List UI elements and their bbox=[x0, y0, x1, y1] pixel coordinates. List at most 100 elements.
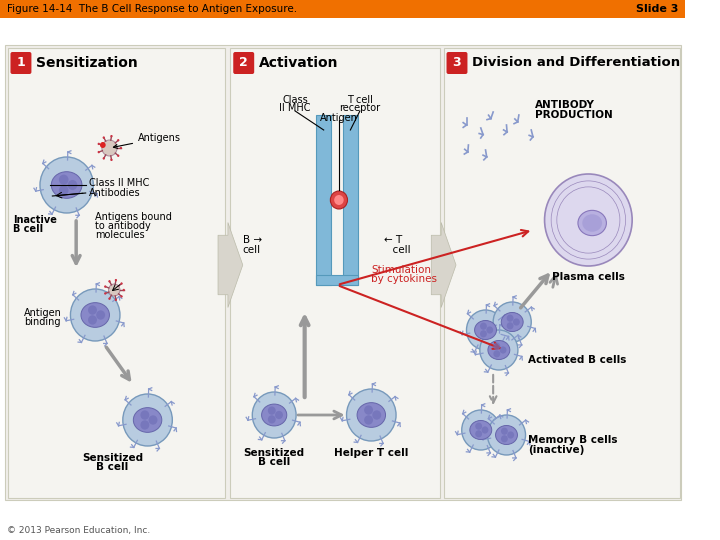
Text: ← T: ← T bbox=[384, 235, 402, 245]
Circle shape bbox=[148, 415, 158, 424]
Circle shape bbox=[59, 174, 68, 185]
Circle shape bbox=[104, 292, 107, 295]
Text: Antigen: Antigen bbox=[24, 308, 62, 318]
Circle shape bbox=[334, 195, 343, 205]
Circle shape bbox=[513, 319, 520, 326]
Circle shape bbox=[275, 411, 283, 419]
Circle shape bbox=[364, 406, 373, 415]
Text: II MHC: II MHC bbox=[279, 103, 311, 113]
Circle shape bbox=[59, 185, 68, 195]
Text: 3: 3 bbox=[453, 57, 462, 70]
Circle shape bbox=[103, 157, 105, 160]
Text: cell: cell bbox=[386, 245, 410, 255]
Circle shape bbox=[68, 180, 77, 190]
Text: to antibody: to antibody bbox=[95, 221, 151, 231]
Circle shape bbox=[462, 410, 500, 450]
Ellipse shape bbox=[470, 421, 492, 440]
Text: ANTIBODY: ANTIBODY bbox=[535, 100, 595, 110]
Circle shape bbox=[467, 310, 505, 350]
Text: T cell: T cell bbox=[347, 95, 373, 105]
Circle shape bbox=[482, 427, 488, 434]
Text: (inactive): (inactive) bbox=[528, 445, 585, 455]
Circle shape bbox=[103, 137, 105, 139]
Circle shape bbox=[501, 428, 508, 435]
Text: PRODUCTION: PRODUCTION bbox=[535, 110, 613, 120]
FancyBboxPatch shape bbox=[11, 52, 32, 74]
Circle shape bbox=[110, 159, 112, 161]
Circle shape bbox=[108, 280, 111, 282]
Circle shape bbox=[487, 415, 526, 455]
Circle shape bbox=[114, 299, 117, 301]
Text: Sensitized: Sensitized bbox=[243, 448, 305, 458]
Text: cell: cell bbox=[243, 245, 261, 255]
Circle shape bbox=[507, 322, 513, 329]
Circle shape bbox=[486, 326, 493, 334]
Ellipse shape bbox=[261, 404, 287, 426]
FancyBboxPatch shape bbox=[316, 275, 358, 285]
Circle shape bbox=[493, 342, 500, 350]
Circle shape bbox=[493, 302, 531, 342]
Circle shape bbox=[140, 420, 149, 430]
Circle shape bbox=[475, 430, 482, 437]
FancyBboxPatch shape bbox=[233, 52, 254, 74]
Circle shape bbox=[117, 139, 120, 141]
Text: Antigens bound: Antigens bound bbox=[95, 212, 172, 222]
Text: © 2013 Pearson Education, Inc.: © 2013 Pearson Education, Inc. bbox=[6, 525, 150, 535]
Text: Activation: Activation bbox=[259, 56, 338, 70]
Text: B cell: B cell bbox=[96, 462, 128, 472]
Text: B cell: B cell bbox=[258, 457, 290, 467]
Circle shape bbox=[114, 279, 117, 281]
Circle shape bbox=[480, 330, 487, 338]
Circle shape bbox=[100, 142, 106, 148]
Circle shape bbox=[96, 310, 105, 320]
Text: Activated B cells: Activated B cells bbox=[528, 355, 627, 365]
Circle shape bbox=[120, 282, 122, 285]
Circle shape bbox=[120, 295, 122, 298]
Text: by cytokines: by cytokines bbox=[372, 274, 437, 284]
Text: Antibodies: Antibodies bbox=[89, 188, 140, 198]
Text: Figure 14-14  The B Cell Response to Antigen Exposure.: Figure 14-14 The B Cell Response to Anti… bbox=[6, 4, 297, 14]
Text: Sensitized: Sensitized bbox=[82, 453, 143, 463]
Text: Stimulation: Stimulation bbox=[372, 265, 431, 275]
Circle shape bbox=[268, 415, 276, 423]
Circle shape bbox=[98, 143, 100, 145]
Circle shape bbox=[109, 284, 120, 296]
Circle shape bbox=[372, 410, 381, 420]
Ellipse shape bbox=[357, 403, 385, 427]
Circle shape bbox=[508, 431, 514, 438]
Circle shape bbox=[102, 140, 117, 156]
FancyBboxPatch shape bbox=[446, 52, 467, 74]
FancyBboxPatch shape bbox=[0, 0, 685, 18]
Ellipse shape bbox=[495, 426, 518, 444]
FancyBboxPatch shape bbox=[5, 45, 680, 500]
Circle shape bbox=[480, 322, 487, 330]
FancyBboxPatch shape bbox=[8, 48, 225, 498]
Text: 2: 2 bbox=[239, 57, 248, 70]
Text: Slide 3: Slide 3 bbox=[636, 4, 679, 14]
Ellipse shape bbox=[133, 408, 162, 433]
Circle shape bbox=[120, 147, 122, 149]
Text: Antigens: Antigens bbox=[114, 133, 181, 149]
Text: Division and Differentiation: Division and Differentiation bbox=[472, 57, 680, 70]
Text: molecules: molecules bbox=[95, 230, 145, 240]
Circle shape bbox=[252, 392, 296, 438]
Text: Sensitization: Sensitization bbox=[36, 56, 138, 70]
FancyBboxPatch shape bbox=[230, 48, 440, 498]
Text: Plasma cells: Plasma cells bbox=[552, 272, 625, 282]
Text: receptor: receptor bbox=[339, 103, 380, 113]
Text: B →: B → bbox=[243, 235, 262, 245]
FancyArrow shape bbox=[218, 222, 243, 307]
Circle shape bbox=[364, 415, 373, 424]
Ellipse shape bbox=[582, 214, 602, 232]
Circle shape bbox=[500, 346, 506, 354]
Circle shape bbox=[480, 330, 518, 370]
Circle shape bbox=[108, 298, 111, 300]
Circle shape bbox=[104, 285, 107, 288]
FancyArrow shape bbox=[431, 222, 456, 307]
Circle shape bbox=[71, 289, 120, 341]
Circle shape bbox=[330, 191, 348, 209]
Circle shape bbox=[346, 389, 396, 441]
Ellipse shape bbox=[81, 302, 109, 327]
Ellipse shape bbox=[578, 211, 606, 235]
Text: 1: 1 bbox=[17, 57, 25, 70]
